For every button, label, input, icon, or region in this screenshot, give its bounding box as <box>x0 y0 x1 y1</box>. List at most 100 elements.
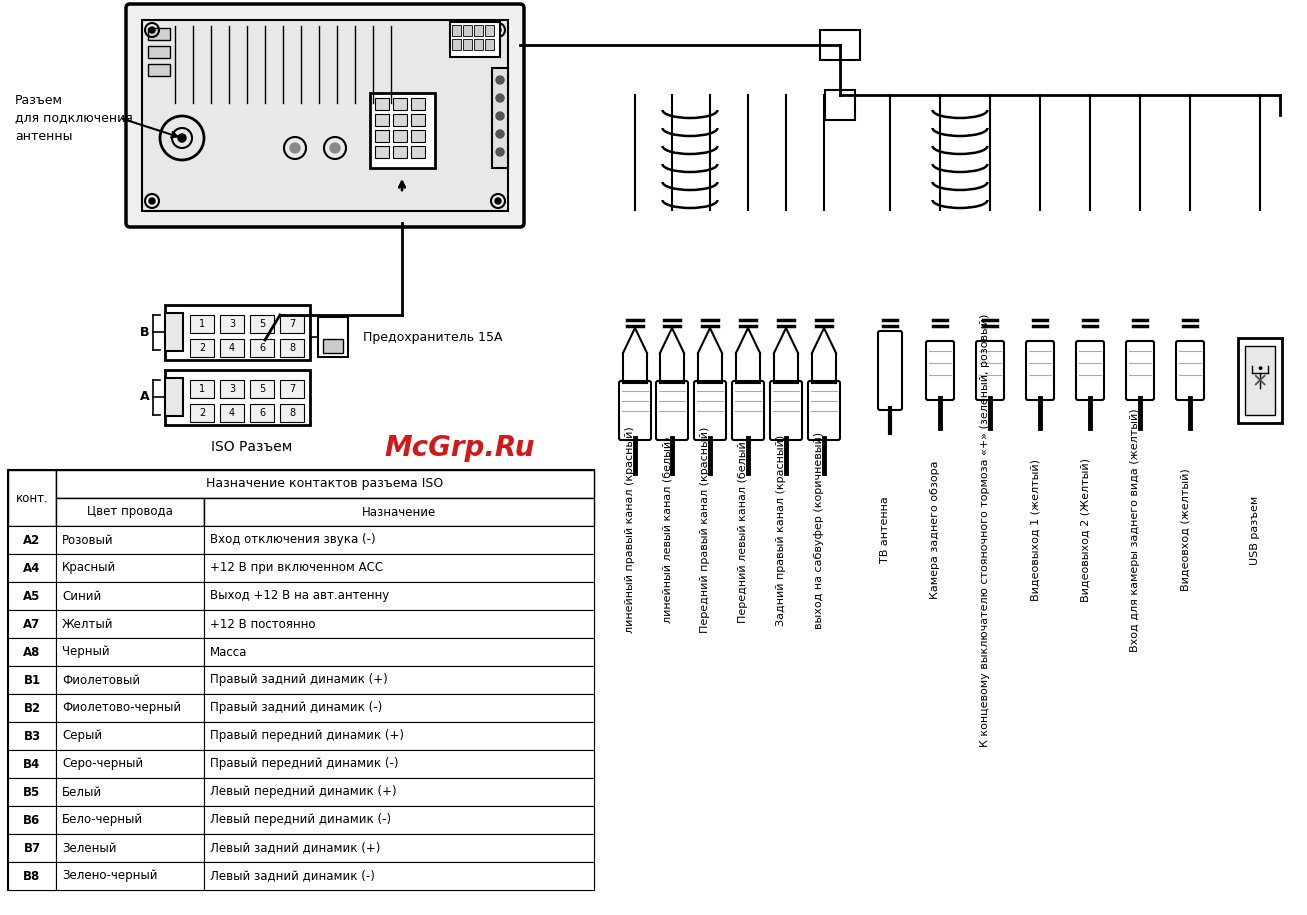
Circle shape <box>329 143 340 153</box>
Text: 2: 2 <box>199 343 205 353</box>
Bar <box>56 582 204 610</box>
Bar <box>190 404 214 422</box>
Bar <box>280 380 305 398</box>
FancyBboxPatch shape <box>125 4 524 227</box>
Bar <box>220 339 244 357</box>
Bar <box>56 750 204 778</box>
Bar <box>491 68 508 168</box>
Circle shape <box>495 27 501 33</box>
Bar <box>463 25 472 36</box>
Text: 4: 4 <box>229 343 235 353</box>
Text: +12 В при включенном АСС: +12 В при включенном АСС <box>210 562 383 575</box>
Text: Видеовыход 2 (Желтый): Видеовыход 2 (Желтый) <box>1080 458 1090 602</box>
Text: Передний левый канал (белый): Передний левый канал (белый) <box>738 437 748 623</box>
Bar <box>148 28 170 40</box>
Text: Назначение: Назначение <box>362 505 437 519</box>
Bar <box>190 315 214 333</box>
Bar <box>323 339 342 353</box>
FancyBboxPatch shape <box>620 381 651 440</box>
Bar <box>165 305 310 360</box>
Text: B3: B3 <box>24 729 41 742</box>
Bar <box>375 130 389 142</box>
Text: Черный: Черный <box>61 645 110 659</box>
Bar <box>375 98 389 110</box>
Text: Правый передний динамик (-): Правый передний динамик (-) <box>210 758 399 770</box>
FancyBboxPatch shape <box>1176 341 1204 400</box>
Text: Разъем
для подключения
антенны: Разъем для подключения антенны <box>14 93 133 143</box>
Text: Серый: Серый <box>61 729 102 742</box>
Bar <box>410 146 425 158</box>
Text: B: B <box>140 326 150 339</box>
Bar <box>8 610 56 638</box>
FancyBboxPatch shape <box>1026 341 1053 400</box>
Bar <box>474 39 484 50</box>
Text: Зелено-черный: Зелено-черный <box>61 869 158 882</box>
Bar <box>8 582 56 610</box>
Text: B5: B5 <box>24 785 41 799</box>
FancyBboxPatch shape <box>694 381 725 440</box>
FancyBboxPatch shape <box>1127 341 1154 400</box>
Text: Предохранитель 15A: Предохранитель 15A <box>363 330 502 343</box>
Bar <box>204 610 593 638</box>
Text: Белый: Белый <box>61 785 102 799</box>
Bar <box>452 25 461 36</box>
Text: Правый задний динамик (+): Правый задний динамик (+) <box>210 673 388 686</box>
Text: 1: 1 <box>199 384 205 394</box>
Bar <box>8 750 56 778</box>
FancyBboxPatch shape <box>656 381 687 440</box>
Text: USB разъем: USB разъем <box>1249 495 1260 565</box>
Text: Камера заднего обзора: Камера заднего обзора <box>931 461 940 599</box>
Bar <box>393 130 406 142</box>
Bar <box>56 722 204 750</box>
Text: Цвет провода: Цвет провода <box>88 505 173 519</box>
Text: B2: B2 <box>24 702 41 715</box>
Text: Фиолетово-черный: Фиолетово-черный <box>61 702 182 715</box>
Text: Синий: Синий <box>61 589 101 602</box>
FancyBboxPatch shape <box>808 381 840 440</box>
Bar <box>190 339 214 357</box>
Text: A7: A7 <box>24 618 41 630</box>
Bar <box>204 526 593 554</box>
Circle shape <box>495 94 505 102</box>
Text: A2: A2 <box>24 533 41 546</box>
Bar <box>1246 346 1276 415</box>
Bar <box>8 862 56 890</box>
Bar <box>370 93 435 168</box>
Text: Передний правый канал (красный): Передний правый канал (красный) <box>701 426 710 633</box>
Text: ТВ антенна: ТВ антенна <box>880 497 890 564</box>
Bar <box>375 146 389 158</box>
Text: Масса: Масса <box>210 645 247 659</box>
Bar <box>8 666 56 694</box>
Bar <box>56 554 204 582</box>
Text: A8: A8 <box>24 645 41 659</box>
Bar <box>56 470 593 498</box>
Circle shape <box>149 27 156 33</box>
Text: выход на сабвуфер (коричневый): выход на сабвуфер (коричневый) <box>814 432 823 629</box>
FancyBboxPatch shape <box>732 381 765 440</box>
Bar <box>56 666 204 694</box>
Text: B8: B8 <box>24 869 41 882</box>
Text: Видеовход (желтый): Видеовход (желтый) <box>1180 468 1189 591</box>
Text: Правый передний динамик (+): Правый передний динамик (+) <box>210 729 404 742</box>
Bar <box>56 638 204 666</box>
Text: Зеленый: Зеленый <box>61 842 116 855</box>
Text: Бело-черный: Бело-черный <box>61 813 144 826</box>
Bar <box>474 25 484 36</box>
Text: Задний правый канал (красный): Задний правый канал (красный) <box>776 435 786 626</box>
Bar <box>204 638 593 666</box>
Bar <box>204 750 593 778</box>
Text: Левый задний динамик (-): Левый задний динамик (-) <box>210 869 375 882</box>
Text: ISO Разъем: ISO Разъем <box>212 440 293 454</box>
Bar <box>8 526 56 554</box>
Bar <box>393 114 406 126</box>
Bar <box>204 722 593 750</box>
Bar <box>819 30 860 60</box>
Circle shape <box>495 198 501 204</box>
Text: Желтый: Желтый <box>61 618 114 630</box>
Bar <box>250 404 274 422</box>
Bar <box>56 806 204 834</box>
Bar <box>8 834 56 862</box>
Text: 5: 5 <box>259 384 265 394</box>
Text: ⚫: ⚫ <box>1256 363 1264 372</box>
Bar <box>148 46 170 58</box>
